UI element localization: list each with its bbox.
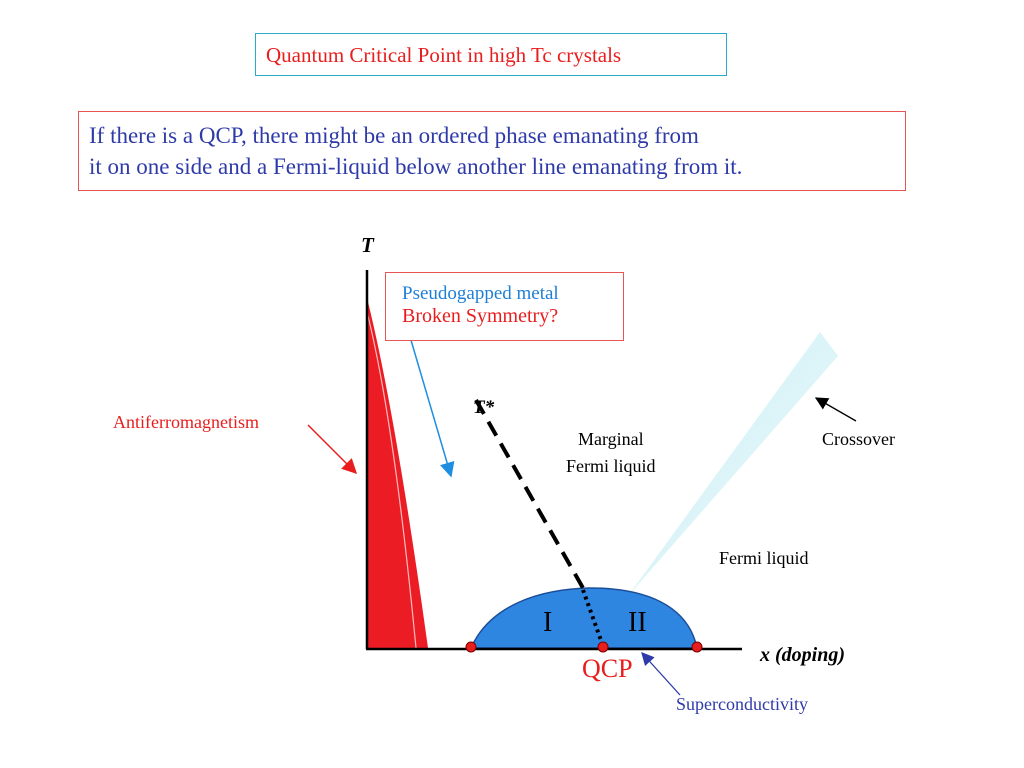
antiferromagnetism-arrow: [307, 424, 358, 475]
y-axis-label: T: [361, 233, 375, 257]
antiferromagnetism-edge: [366, 311, 417, 649]
tstar-dashed-line: [474, 399, 585, 589]
intro-line-2: it on one side and a Fermi-liquid below …: [89, 154, 743, 179]
pseudogapped-metal-label: Pseudogapped metal: [402, 283, 559, 304]
antiferromagnetism-label: Antiferromagnetism: [113, 412, 259, 432]
region-II-label: II: [628, 607, 647, 638]
intro-line-1: If there is a QCP, there might be an ord…: [89, 123, 699, 148]
sc-onset-point: [465, 641, 477, 653]
sc-end-point: [691, 641, 703, 653]
tstar-dotted-line: [581, 589, 605, 647]
superconductivity-label: Superconductivity: [676, 694, 808, 714]
region-I-label: I: [543, 607, 552, 638]
crossover-label: Crossover: [822, 429, 895, 449]
fermi-liquid-label: Fermi liquid: [719, 548, 809, 568]
marginal-fermi-liquid-label-line2: Fermi liquid: [566, 456, 656, 476]
superconductivity-arrow: [641, 652, 681, 696]
qcp-point: [597, 641, 609, 653]
crossover-region: [628, 332, 838, 596]
marginal-fermi-liquid-label-line1: Marginal: [578, 429, 644, 449]
x-axis-label: x (doping): [759, 644, 845, 666]
pseudogap-label-box: Pseudogapped metal Broken Symmetry?: [385, 272, 624, 341]
pseudogap-arrow: [407, 329, 455, 478]
tstar-label: T*: [473, 397, 495, 418]
qcp-label: QCP: [582, 654, 633, 683]
slide-title: Quantum Critical Point in high Tc crysta…: [255, 33, 727, 76]
broken-symmetry-label: Broken Symmetry?: [402, 305, 559, 327]
intro-text-box: If there is a QCP, there might be an ord…: [78, 111, 906, 191]
superconductivity-dome: [469, 587, 698, 649]
crossover-arrow: [814, 397, 857, 422]
